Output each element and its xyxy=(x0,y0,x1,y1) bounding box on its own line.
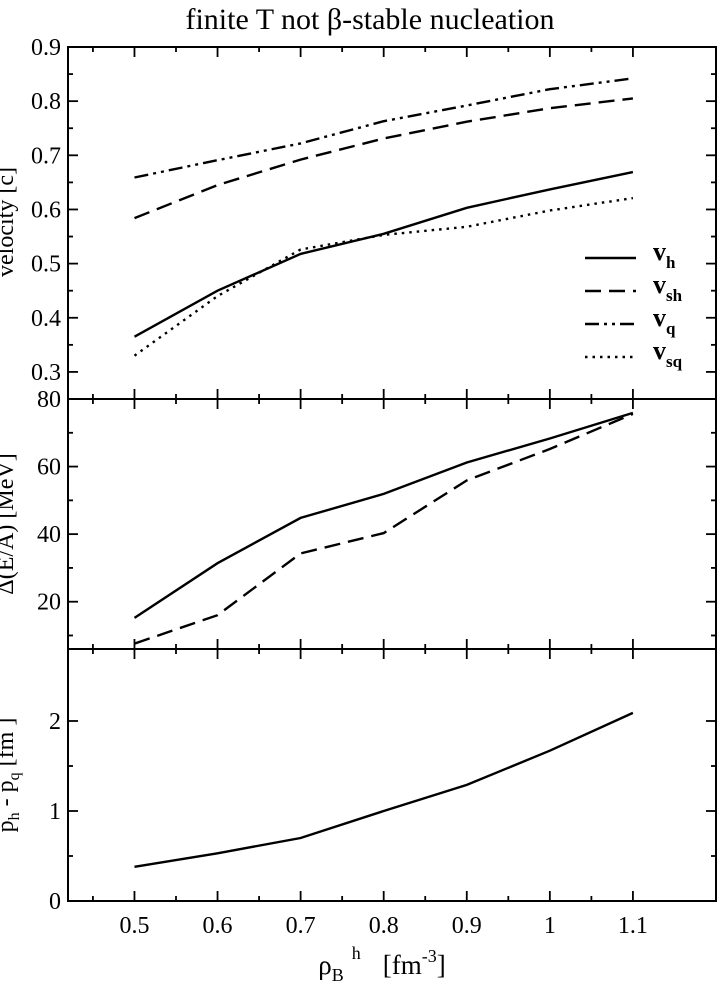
chart-title: finite T not β-stable nucleation xyxy=(185,3,554,36)
panel-energy-frame xyxy=(67,398,717,650)
legend-label-0: vh xyxy=(653,237,676,272)
xtick-label: 0.8 xyxy=(369,913,399,939)
ytick-label: 1 xyxy=(49,799,61,825)
ylabel-energy: Δ(E/A) [MeV] xyxy=(0,453,19,594)
series-line-0-2 xyxy=(134,77,634,179)
ytick-label: 0.8 xyxy=(31,89,61,115)
ylabel-pressure-text: ph - pq [fm ] xyxy=(0,718,23,833)
plot-series xyxy=(133,77,634,868)
xtick-label: 0.5 xyxy=(119,913,149,939)
xtick-label: 0.7 xyxy=(286,913,316,939)
series-line-0-1 xyxy=(134,97,634,220)
series-line-2-0 xyxy=(134,711,634,868)
ylabel-velocity: velocity [c] xyxy=(0,167,19,277)
axis-ticks: 0.3 0.4 0.5 0.6 0.7 0.8 0.9 20 40 60 80 0 1 2 0.5 0.6 0.… xyxy=(31,35,716,939)
series-line-0-3 xyxy=(133,196,634,357)
ytick-label: 0.7 xyxy=(31,143,61,169)
series-line-0-0 xyxy=(133,170,634,338)
series-line-1-1 xyxy=(134,412,634,645)
ytick-label: 0.6 xyxy=(31,197,61,223)
xtick-label: 0.9 xyxy=(452,913,482,939)
legend-label-3: vsq xyxy=(653,336,683,371)
legend-label-1: vsh xyxy=(653,270,683,305)
ylabel-energy-text: Δ(E/A) [MeV] xyxy=(0,453,19,594)
xtick-label: 0.6 xyxy=(203,913,233,939)
ytick-label: 0.9 xyxy=(31,35,61,61)
ytick-label: 0.3 xyxy=(31,360,61,386)
xlabel: ρBh [fm-3] xyxy=(318,943,445,985)
ytick-label: 20 xyxy=(37,590,61,616)
ytick-label: 80 xyxy=(37,387,61,413)
panel-velocity-frame xyxy=(67,46,717,400)
ylabel-pressure: ph - pq [fm ] xyxy=(0,718,23,833)
ytick-label: 0 xyxy=(49,889,61,915)
ylabel-velocity-text: velocity [c] xyxy=(0,167,19,277)
xtick-label: 1.1 xyxy=(618,913,648,939)
ytick-label: 40 xyxy=(37,522,61,548)
ytick-label: 0.5 xyxy=(31,252,61,278)
ytick-label: 2 xyxy=(49,709,61,735)
series-line-1-0 xyxy=(133,411,634,619)
panel-pressure-frame xyxy=(67,648,717,902)
ytick-label: 60 xyxy=(37,455,61,481)
xtick-label: 1 xyxy=(544,913,556,939)
ytick-label: 0.4 xyxy=(31,306,61,332)
legend-label-2: vq xyxy=(653,303,676,338)
